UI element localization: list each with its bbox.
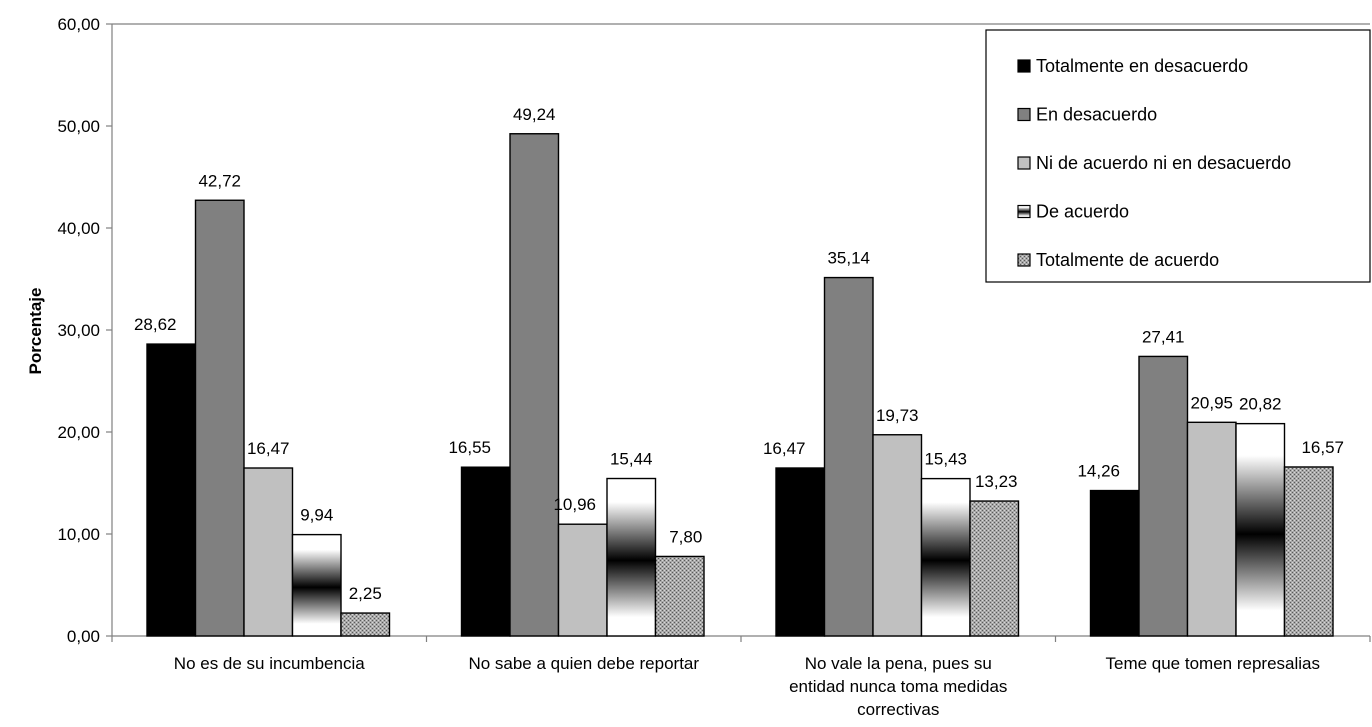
bar-data-label: 7,80 — [669, 527, 702, 546]
bar — [1235, 422, 1286, 637]
bar-data-label: 15,43 — [924, 450, 967, 469]
bar-data-label: 28,62 — [134, 315, 177, 334]
chart-data-labels: 28,62 16,55 16,47 14,26 42,72 49,24 35,14 27,41… — [134, 105, 1344, 603]
bar-data-label: 16,57 — [1301, 438, 1344, 457]
y-tick-label: 30,00 — [57, 321, 100, 340]
bar-data-label: 2,25 — [349, 584, 382, 603]
bar-data-label: 10,96 — [553, 495, 596, 514]
bar — [460, 466, 511, 637]
bar-data-label: 27,41 — [1142, 327, 1185, 346]
x-category-label: No sabe a quien debe reportar — [468, 654, 699, 673]
y-tick-label: 60,00 — [57, 15, 100, 34]
bar-data-label: 16,47 — [247, 439, 290, 458]
chart-axes: 0,00 10,00 20,00 30,00 40,00 50,00 60,00 No es … — [57, 15, 1371, 719]
bar — [823, 276, 874, 637]
y-tick-label: 50,00 — [57, 117, 100, 136]
bar-data-label: 16,55 — [448, 438, 491, 457]
bar — [969, 500, 1020, 637]
bar-data-label: 42,72 — [198, 171, 241, 190]
legend-swatch — [1017, 253, 1031, 267]
bar — [557, 523, 608, 637]
legend-swatch — [1017, 107, 1031, 122]
bar — [654, 555, 705, 637]
legend-label: De acuerdo — [1036, 202, 1129, 222]
bar — [920, 477, 971, 637]
legend-label: En desacuerdo — [1036, 105, 1157, 125]
x-category-label: entidad nunca toma medidas — [789, 677, 1007, 696]
bar-data-label: 35,14 — [827, 249, 870, 268]
bar — [1089, 489, 1140, 637]
y-axis-title: Porcentaje — [26, 288, 45, 375]
bar-data-label: 20,95 — [1190, 393, 1233, 412]
bar-data-label: 49,24 — [513, 105, 556, 124]
bar — [340, 612, 391, 637]
legend-box — [985, 29, 1371, 283]
legend: Totalmente en desacuerdo En desacuerdo Ni … — [985, 29, 1371, 283]
bar — [1186, 421, 1237, 637]
x-category-label: Teme que tomen represalias — [1105, 654, 1320, 673]
y-tick-label: 20,00 — [57, 423, 100, 442]
legend-label: Totalmente en desacuerdo — [1036, 56, 1248, 76]
legend-swatch — [1017, 156, 1031, 170]
bar-data-label: 13,23 — [975, 472, 1018, 491]
bar — [146, 343, 197, 637]
x-category-label: correctivas — [857, 700, 939, 719]
y-tick-label: 40,00 — [57, 219, 100, 238]
y-tick-label: 0,00 — [67, 627, 100, 646]
bar — [872, 434, 923, 637]
bar-data-label: 16,47 — [763, 439, 806, 458]
legend-label: Totalmente de acuerdo — [1036, 250, 1219, 270]
bar-data-label: 15,44 — [610, 450, 653, 469]
x-category-label: No vale la pena, pues su — [805, 654, 992, 673]
bar — [509, 133, 560, 637]
x-category-label: No es de su incumbencia — [174, 654, 365, 673]
bar-data-label: 20,82 — [1239, 395, 1282, 414]
legend-label: Ni de acuerdo ni en desacuerdo — [1036, 153, 1291, 173]
bar — [775, 467, 826, 637]
bar — [606, 477, 657, 637]
legend-swatch — [1017, 204, 1031, 219]
chart-bars — [146, 133, 1334, 637]
bar — [1283, 466, 1334, 637]
bar-data-label: 14,26 — [1077, 462, 1120, 481]
bar — [194, 199, 245, 637]
y-tick-label: 10,00 — [57, 525, 100, 544]
bar — [291, 533, 342, 637]
bar — [1138, 355, 1189, 637]
bar-data-label: 19,73 — [876, 406, 919, 425]
legend-swatch — [1017, 59, 1031, 73]
bar-data-label: 9,94 — [300, 506, 333, 525]
bar — [243, 467, 294, 637]
